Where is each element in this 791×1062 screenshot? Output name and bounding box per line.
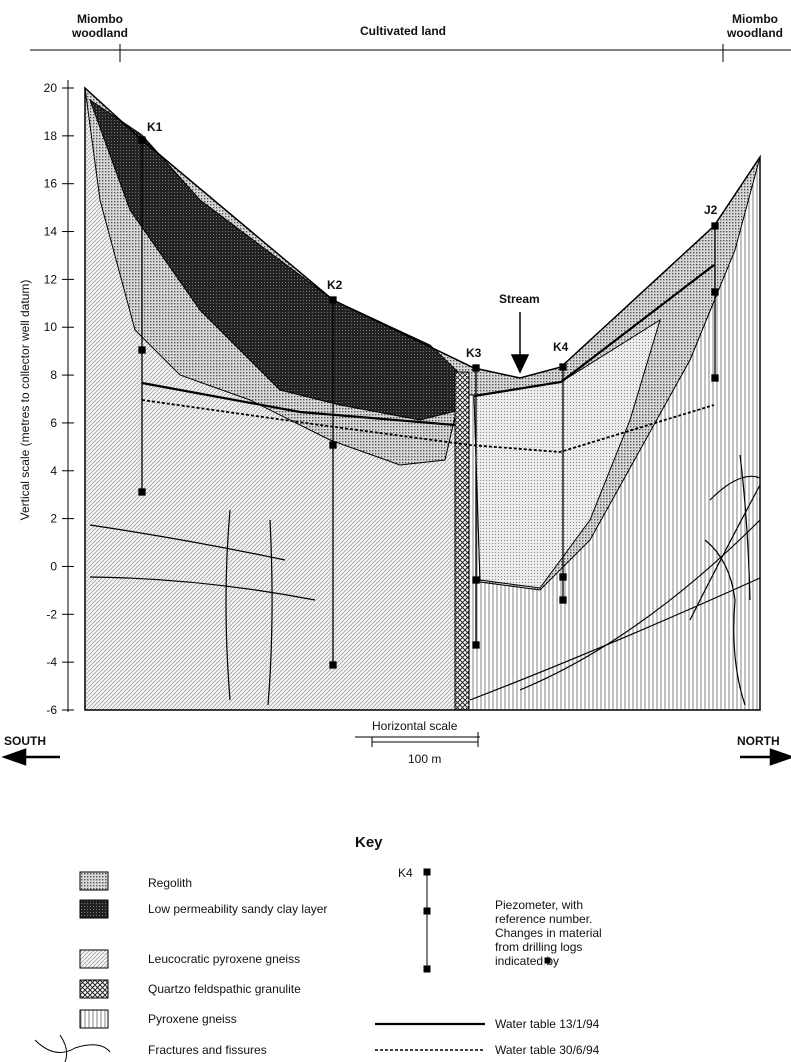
- south-arrow: [1, 748, 60, 766]
- key-item: Low permeability sandy clay layer: [148, 902, 328, 916]
- key-item: Fractures and fissures: [148, 1043, 267, 1057]
- piezometer-label: J2: [704, 203, 718, 217]
- swatch-leucocratic: [79, 949, 109, 969]
- direction-label: SOUTH: [4, 734, 46, 748]
- key-item: Pyroxene gneiss: [148, 1012, 237, 1026]
- swatch-fractures: [34, 1034, 111, 1062]
- scale-length: 100 m: [408, 752, 442, 766]
- north-arrow: [740, 748, 791, 766]
- y-tick-label: 14: [44, 225, 58, 239]
- swatch-granulite: [79, 979, 109, 999]
- y-tick-label: -6: [46, 703, 57, 717]
- piezometer-label: K4: [553, 340, 569, 354]
- key-piezometer-text: Piezometer, with reference number. Chang…: [495, 898, 602, 968]
- y-tick-label: 8: [50, 368, 57, 382]
- piezometer-label: K1: [147, 120, 163, 134]
- y-tick-label: 0: [50, 559, 57, 573]
- key-piezometer: [423, 868, 551, 973]
- swatch-pyroxene: [79, 1009, 109, 1029]
- key-line-label: Water table 30/6/94: [495, 1043, 600, 1057]
- swatch-regolith: [79, 871, 109, 891]
- weathered-zone: [473, 318, 661, 589]
- swatch-clay: [79, 899, 109, 919]
- y-tick-label: 18: [44, 129, 58, 143]
- y-tick-label: -2: [46, 607, 57, 621]
- top-label: Miombo woodland: [727, 12, 783, 40]
- stream-arrow: [510, 312, 530, 374]
- y-tick-label: 10: [44, 320, 58, 334]
- scale-title: Horizontal scale: [372, 719, 458, 733]
- direction-label: NORTH: [737, 734, 780, 748]
- top-label: Cultivated land: [360, 24, 447, 38]
- piezometer-label: K2: [327, 278, 343, 292]
- key-item: Quartzo feldspathic granulite: [148, 982, 301, 996]
- top-label: Miombo woodland: [72, 12, 128, 40]
- key-line-label: Water table 13/1/94: [495, 1017, 600, 1031]
- fractures: [89, 454, 761, 706]
- key-item: Regolith: [148, 876, 193, 890]
- y-tick-label: 6: [50, 416, 57, 430]
- granulite: [454, 371, 470, 711]
- y-tick-label: 16: [44, 177, 58, 191]
- scale-bar: [355, 732, 480, 747]
- key-piezometer-label: K4: [398, 866, 413, 880]
- y-tick-label: 2: [50, 512, 57, 526]
- piezometers: [138, 136, 719, 669]
- key-title: Key: [355, 834, 383, 851]
- water-table-jun: [141, 399, 715, 453]
- stream-label: Stream: [499, 292, 540, 306]
- y-tick-label: -4: [46, 655, 57, 669]
- y-tick-label: 4: [50, 464, 57, 478]
- axis-label: Vertical scale (metres to collector well…: [18, 279, 32, 521]
- y-tick-label: 12: [44, 272, 58, 286]
- piezometer-label: K3: [466, 346, 482, 360]
- key-item: Leucocratic pyroxene gneiss: [148, 952, 301, 966]
- y-tick-label: 20: [44, 81, 58, 95]
- water-table-jan: [141, 264, 715, 427]
